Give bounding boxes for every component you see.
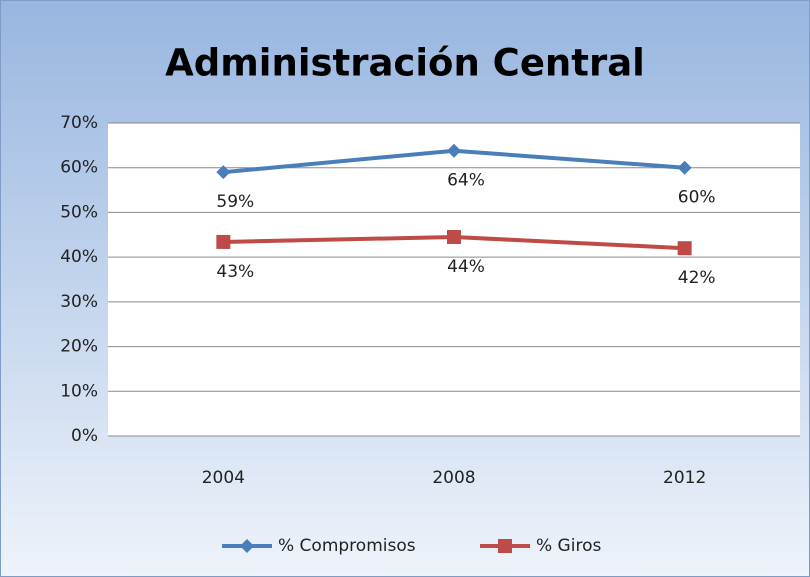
data-label: 44% [447,257,485,277]
legend-label: % Compromisos [278,536,416,556]
data-point [677,241,692,256]
x-tick-label: 2012 [663,468,706,488]
chart-title: Administración Central [165,42,645,85]
y-tick-label: 60% [60,158,98,178]
data-point [216,165,231,180]
data-point [447,143,461,158]
data-label: 42% [678,268,716,288]
y-tick-label: 10% [60,381,98,401]
legend-marker [240,539,254,553]
data-point [216,234,231,249]
data-point [447,230,461,245]
y-tick-label: 30% [60,292,98,312]
data-label: 59% [216,192,254,212]
y-tick-label: 0% [71,426,98,446]
y-tick-label: 40% [60,247,98,267]
legend-marker [498,539,512,553]
data-label: 64% [447,171,485,191]
y-tick-label: 20% [60,337,98,357]
legend-label: % Giros [536,536,601,556]
data-point [677,160,692,175]
y-tick-label: 70% [60,113,98,133]
x-tick-label: 2004 [202,468,245,488]
data-label: 43% [216,262,254,282]
x-tick-label: 2008 [432,468,475,488]
data-label: 60% [678,188,716,208]
y-tick-label: 50% [60,202,98,222]
